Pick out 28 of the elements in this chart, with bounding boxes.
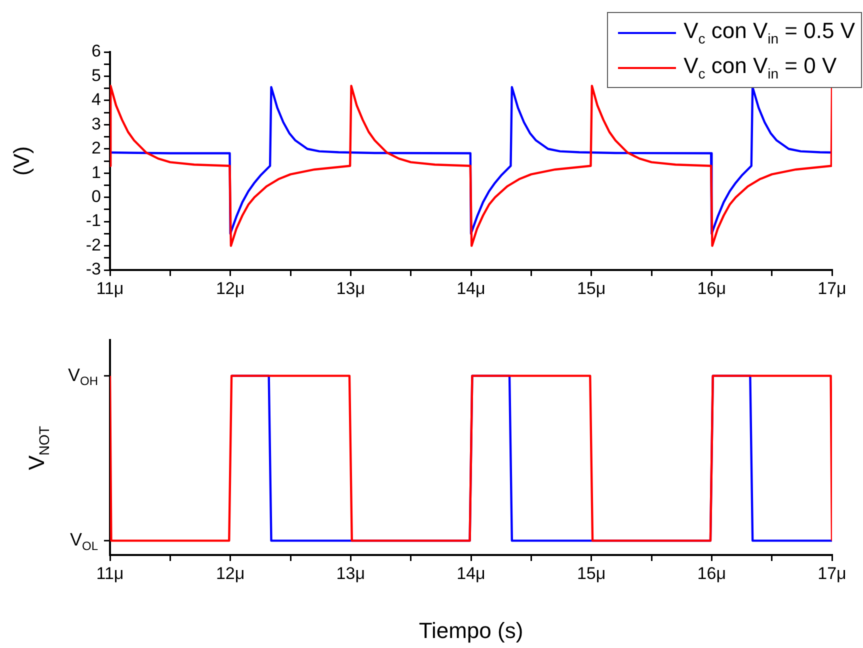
x-tick-label: 16μ <box>697 278 726 298</box>
x-tick-label: 17μ <box>818 278 846 298</box>
x-axis-title: Tiempo (s) <box>418 618 524 644</box>
y-tick-label: 1 <box>92 162 101 182</box>
x-tick-label: 12μ <box>216 564 245 583</box>
x-tick-label: 15μ <box>576 278 606 298</box>
y-tick-label: -3 <box>86 260 101 279</box>
x-tick-label: 14μ <box>456 564 486 583</box>
x-tick-label: 17μ <box>818 564 846 583</box>
x-tick-label: 13μ <box>336 278 366 298</box>
legend-label: V$_{c}$ con V$_{in}$ = 0 V <box>684 53 837 82</box>
x-tick-label: 11μ <box>96 278 124 298</box>
x-tick-label: 12μ <box>216 278 245 298</box>
y-tick-label: 2 <box>92 138 101 158</box>
y-tick-label: -1 <box>86 211 101 230</box>
y-tick-label: 4 <box>92 90 101 110</box>
y-tick-label: 5 <box>92 66 101 85</box>
y-tick-label: -2 <box>86 235 101 254</box>
y-axis-title: (V) <box>9 146 35 176</box>
x-tick-label: 16μ <box>697 564 726 583</box>
y-tick-label: 6 <box>92 42 101 61</box>
x-tick-label: 14μ <box>456 278 486 298</box>
x-tick-label: 11μ <box>96 564 124 583</box>
y-tick-label: 3 <box>92 114 101 134</box>
y-tick-label: 0 <box>92 187 101 206</box>
x-tick-label: 15μ <box>576 564 606 583</box>
legend-label: V$_{c}$ con V$_{in}$ = 0.5 V <box>684 18 855 47</box>
x-tick-label: 13μ <box>336 564 366 583</box>
